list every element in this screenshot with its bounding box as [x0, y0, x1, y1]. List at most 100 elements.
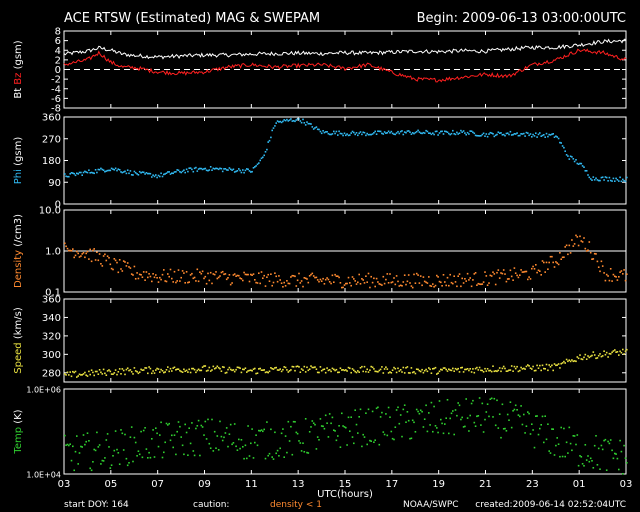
data-point [102, 255, 105, 257]
data-point [365, 134, 367, 137]
data-point [179, 171, 181, 173]
data-point [275, 122, 277, 124]
data-point [395, 275, 398, 277]
data-point [378, 130, 381, 133]
data-point [148, 451, 150, 454]
data-point [322, 425, 324, 428]
data-point [89, 373, 91, 376]
data-point [307, 281, 310, 284]
data-point [547, 423, 549, 425]
data-point [452, 129, 454, 132]
data-point [343, 132, 346, 135]
data-point [229, 423, 232, 426]
data-point [409, 372, 411, 374]
data-point [614, 349, 616, 351]
data-point [267, 454, 269, 457]
data-point [403, 131, 406, 133]
data-point [233, 423, 236, 425]
data-point [417, 368, 419, 371]
data-point [556, 136, 558, 138]
data-point [490, 397, 493, 400]
data-point [407, 372, 410, 374]
data-point [159, 276, 161, 279]
data-point [204, 167, 207, 170]
data-point [307, 369, 310, 372]
data-point [397, 280, 399, 283]
data-point [620, 180, 623, 183]
data-point [609, 439, 612, 441]
data-point [508, 133, 510, 136]
data-point [328, 281, 331, 283]
data-point [121, 270, 124, 272]
data-point [478, 283, 481, 285]
data-point [177, 269, 180, 271]
y-tick-label: 6 [55, 36, 61, 47]
data-point [173, 366, 176, 369]
data-point [122, 449, 125, 451]
data-point [519, 369, 521, 372]
data-point [180, 370, 182, 373]
density-note: density < 1 [270, 500, 322, 510]
data-point [320, 280, 323, 282]
data-point [485, 275, 488, 277]
data-point [600, 355, 603, 358]
data-point [437, 431, 439, 434]
data-point [596, 464, 599, 466]
data-point [199, 454, 201, 457]
data-point [168, 171, 170, 173]
data-point [335, 130, 338, 133]
data-point [382, 372, 385, 374]
data-point [536, 364, 538, 367]
data-point [185, 369, 188, 372]
data-point [104, 457, 106, 459]
data-point [595, 357, 597, 360]
data-point [470, 402, 473, 405]
data-point [132, 274, 134, 276]
data-point [308, 275, 311, 277]
data-point [147, 457, 149, 459]
data-point [533, 268, 536, 270]
data-point [587, 249, 589, 251]
data-point [209, 447, 212, 449]
data-point [480, 424, 482, 426]
data-point [129, 369, 132, 371]
data-point [520, 133, 522, 135]
data-point [224, 168, 227, 170]
data-point [385, 366, 387, 368]
data-point [371, 410, 374, 413]
data-point [485, 133, 488, 135]
data-point [70, 250, 73, 252]
data-point [355, 371, 358, 374]
data-point [280, 121, 283, 124]
data-point [616, 457, 619, 460]
data-point [164, 441, 166, 444]
data-point [529, 433, 532, 435]
data-point [579, 162, 581, 165]
data-point [287, 371, 290, 373]
data-point [77, 252, 79, 255]
data-point [535, 415, 537, 417]
data-point [208, 366, 211, 369]
data-point [197, 419, 200, 422]
data-point [256, 372, 259, 374]
data-point [141, 369, 144, 371]
data-point [72, 172, 74, 174]
y-tick-label: 0.1 [45, 288, 61, 299]
data-point [477, 369, 480, 371]
data-point [486, 368, 489, 370]
series-bz [63, 48, 627, 83]
data-point [138, 453, 141, 456]
data-point [147, 372, 149, 375]
data-point [145, 448, 148, 450]
data-point [108, 369, 110, 371]
data-point [543, 134, 545, 136]
data-point [411, 419, 414, 422]
data-point [568, 158, 571, 160]
data-point [572, 245, 575, 247]
data-point [525, 131, 528, 134]
data-point [169, 367, 172, 370]
data-point [264, 371, 267, 374]
data-point [358, 371, 360, 373]
data-point [235, 445, 237, 448]
data-point [591, 179, 593, 181]
